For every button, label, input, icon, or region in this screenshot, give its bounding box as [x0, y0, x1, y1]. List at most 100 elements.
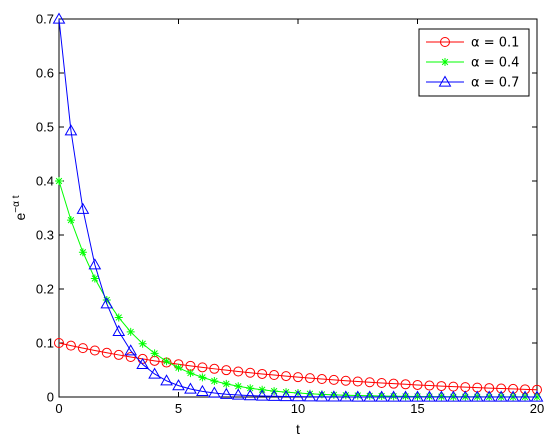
legend-item: α = 0.4 — [426, 56, 519, 71]
star-marker — [102, 295, 111, 304]
triangle-marker — [184, 382, 197, 394]
triangle-marker — [196, 384, 209, 396]
triangle-marker — [291, 390, 305, 402]
star-marker — [150, 349, 159, 358]
star-marker — [246, 384, 255, 393]
triangle-marker — [375, 390, 389, 402]
circle-marker — [89, 345, 100, 356]
legend-item: α = 0.1 — [426, 36, 519, 51]
star-marker — [55, 177, 63, 185]
triangle-marker — [518, 390, 532, 402]
triangle-marker — [88, 258, 102, 270]
triangle-marker — [112, 324, 126, 336]
star-marker — [198, 373, 207, 382]
circle-marker — [209, 363, 220, 374]
triangle-marker — [399, 390, 412, 402]
triangle-marker — [279, 390, 293, 402]
triangle-marker — [363, 390, 377, 402]
triangle-marker — [530, 390, 544, 402]
triangle-marker — [100, 297, 114, 309]
triangle-marker — [267, 389, 281, 401]
circle-marker — [424, 380, 435, 391]
triangle-marker — [423, 390, 436, 402]
triangle-marker — [64, 124, 78, 136]
x-tick-label: 0 — [55, 401, 62, 416]
star-marker — [126, 327, 135, 336]
triangle-marker — [458, 390, 472, 402]
circle-marker — [304, 373, 315, 384]
star-marker — [413, 392, 422, 401]
circle-marker — [197, 362, 208, 373]
circle-marker — [54, 338, 64, 348]
triangle-marker — [315, 390, 329, 402]
triangle-marker — [255, 389, 269, 401]
star-marker — [305, 389, 314, 398]
triangle-marker — [482, 390, 496, 402]
star-marker — [90, 274, 99, 283]
legend: α = 0.1 α = 0.4 α = 0.7 — [418, 28, 530, 97]
star-marker — [401, 392, 410, 401]
circle-marker — [400, 379, 411, 390]
circle-marker — [316, 374, 327, 385]
star-marker — [222, 379, 231, 388]
circle-marker — [364, 377, 375, 388]
triangle-marker — [52, 12, 66, 24]
x-axis-label: t — [296, 421, 300, 437]
circle-marker — [269, 370, 280, 381]
triangle-marker — [351, 390, 365, 402]
star-marker — [186, 369, 195, 378]
triangle-marker — [411, 390, 424, 402]
y-tick-label: 0 — [47, 390, 54, 405]
triangle-marker — [438, 75, 452, 87]
legend-label: α = 0.7 — [471, 76, 519, 91]
star-marker — [174, 363, 183, 372]
star-marker — [66, 216, 75, 225]
star-marker — [389, 392, 398, 401]
y-tick-label: 0.6 — [36, 66, 54, 81]
legend-label: α = 0.1 — [471, 36, 519, 51]
circle-marker — [233, 366, 244, 377]
star-marker — [78, 248, 87, 257]
circle-marker — [484, 383, 495, 394]
circle-marker — [77, 343, 88, 354]
legend-label: α = 0.4 — [471, 56, 519, 71]
x-tick-label: 5 — [175, 401, 182, 416]
x-tick-label: 10 — [291, 401, 305, 416]
triangle-marker — [172, 379, 185, 391]
circle-marker — [440, 37, 450, 47]
star-marker — [377, 392, 386, 401]
y-tick-label: 0.5 — [36, 120, 54, 135]
star-marker — [114, 313, 123, 322]
star-marker — [317, 390, 326, 399]
y-axis-label-exponent: −α t — [11, 195, 22, 212]
y-tick-label: 0.4 — [36, 174, 54, 189]
y-tick-label: 0.1 — [36, 336, 54, 351]
y-tick-label: 0.7 — [36, 12, 54, 27]
legend-items: α = 0.1 α = 0.4 α = 0.7 — [426, 36, 519, 91]
circle-marker — [340, 375, 351, 386]
x-tick-label: 20 — [530, 401, 544, 416]
y-tick-label: 0.2 — [36, 282, 54, 297]
axis-ticks: 0 5 10 15 20 0 0.1 0.2 0.3 0.4 0.5 0.6 0.7 — [36, 12, 544, 417]
star-marker — [341, 391, 350, 400]
circle-marker — [293, 372, 303, 383]
star-marker — [353, 391, 362, 400]
series-layer — [52, 12, 544, 402]
circle-marker — [125, 351, 136, 362]
star-marker — [210, 376, 219, 385]
circle-marker — [101, 347, 112, 358]
series-line — [58, 18, 537, 398]
circle-marker — [113, 349, 124, 360]
star-marker — [441, 58, 449, 66]
circle-marker — [257, 368, 268, 379]
triangle-marker — [148, 367, 161, 379]
circle-marker — [245, 367, 256, 378]
triangle-marker — [136, 357, 150, 370]
triangle-marker — [327, 390, 341, 402]
star-marker — [329, 390, 338, 399]
star-marker — [138, 339, 147, 348]
star-marker — [365, 391, 374, 400]
star-marker — [162, 357, 171, 366]
circle-marker — [376, 378, 387, 389]
triangle-marker — [506, 390, 520, 402]
